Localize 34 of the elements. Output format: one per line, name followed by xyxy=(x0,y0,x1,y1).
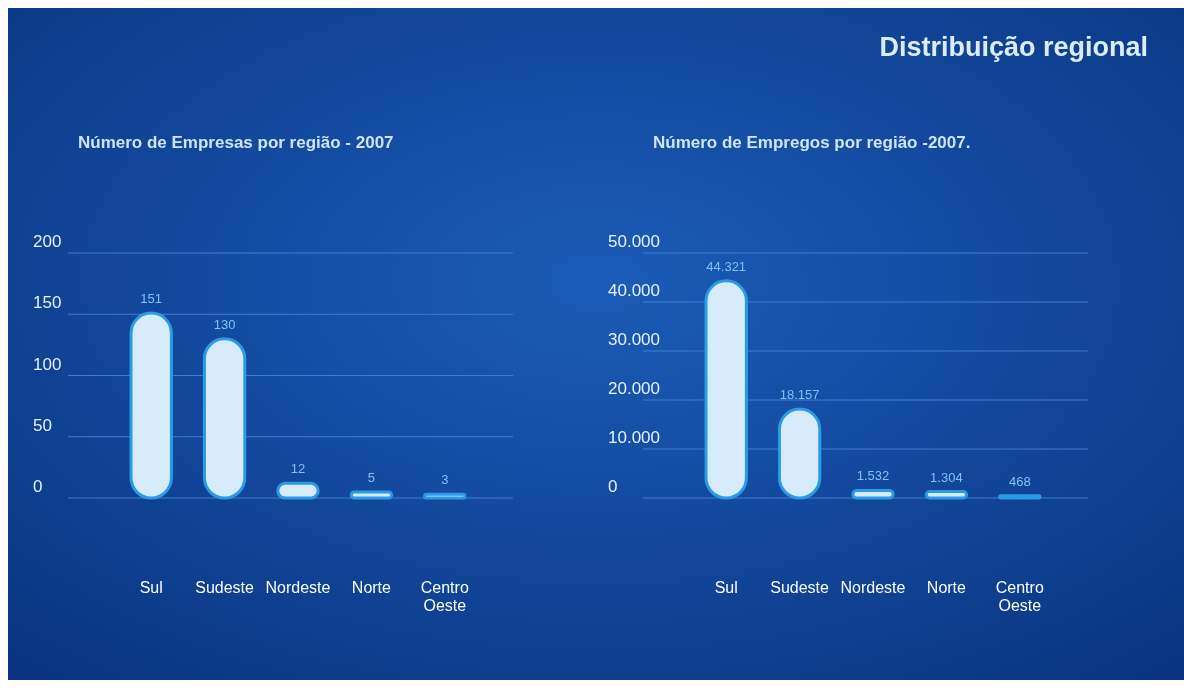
chart-subtitle: Distribuição regional xyxy=(879,32,1148,62)
data-label: 468 xyxy=(1008,473,1031,489)
y-tick-label: 30.000 xyxy=(608,330,660,349)
chart-title: Número de Empresas por região - 2007 xyxy=(78,133,394,152)
x-tick-label: Nordeste xyxy=(265,579,331,596)
data-label: 3 xyxy=(441,472,449,488)
y-tick-label: 50 xyxy=(33,415,52,435)
y-tick-label: 200 xyxy=(33,232,62,251)
y-tick-label: 10.000 xyxy=(608,428,660,447)
y-tick-label: 100 xyxy=(33,354,62,374)
x-tick-label: Sul xyxy=(714,579,738,596)
x-tick-label: Sudeste xyxy=(770,579,830,596)
data-label: 1.532 xyxy=(856,468,890,484)
data-label: 5 xyxy=(367,469,376,485)
y-tick-label: 20.000 xyxy=(608,379,660,398)
x-tick-label: Nordeste xyxy=(840,579,906,596)
x-tick-label: Sul xyxy=(139,579,163,596)
y-tick-label: 50.000 xyxy=(608,232,660,251)
chart-title: Número de Empregos por região -2007. xyxy=(653,133,971,152)
x-tick-label: Sudeste xyxy=(195,579,255,596)
data-label: 151 xyxy=(140,291,163,307)
data-label: 1.304 xyxy=(930,469,963,485)
x-tick-label: Norte xyxy=(351,579,392,596)
x-tick-label: Centro Oeste xyxy=(995,579,1044,614)
data-label: 130 xyxy=(213,316,236,332)
y-tick-label: 0 xyxy=(33,477,43,496)
y-tick-label: 40.000 xyxy=(608,281,660,300)
data-label: 12 xyxy=(290,461,306,477)
x-tick-label: Centro Oeste xyxy=(420,579,469,614)
y-tick-label: 150 xyxy=(33,293,62,313)
y-tick-label: 0 xyxy=(608,477,618,496)
data-label: 44.321 xyxy=(706,258,747,274)
x-tick-label: Norte xyxy=(926,579,967,596)
data-label: 18.157 xyxy=(779,387,820,403)
